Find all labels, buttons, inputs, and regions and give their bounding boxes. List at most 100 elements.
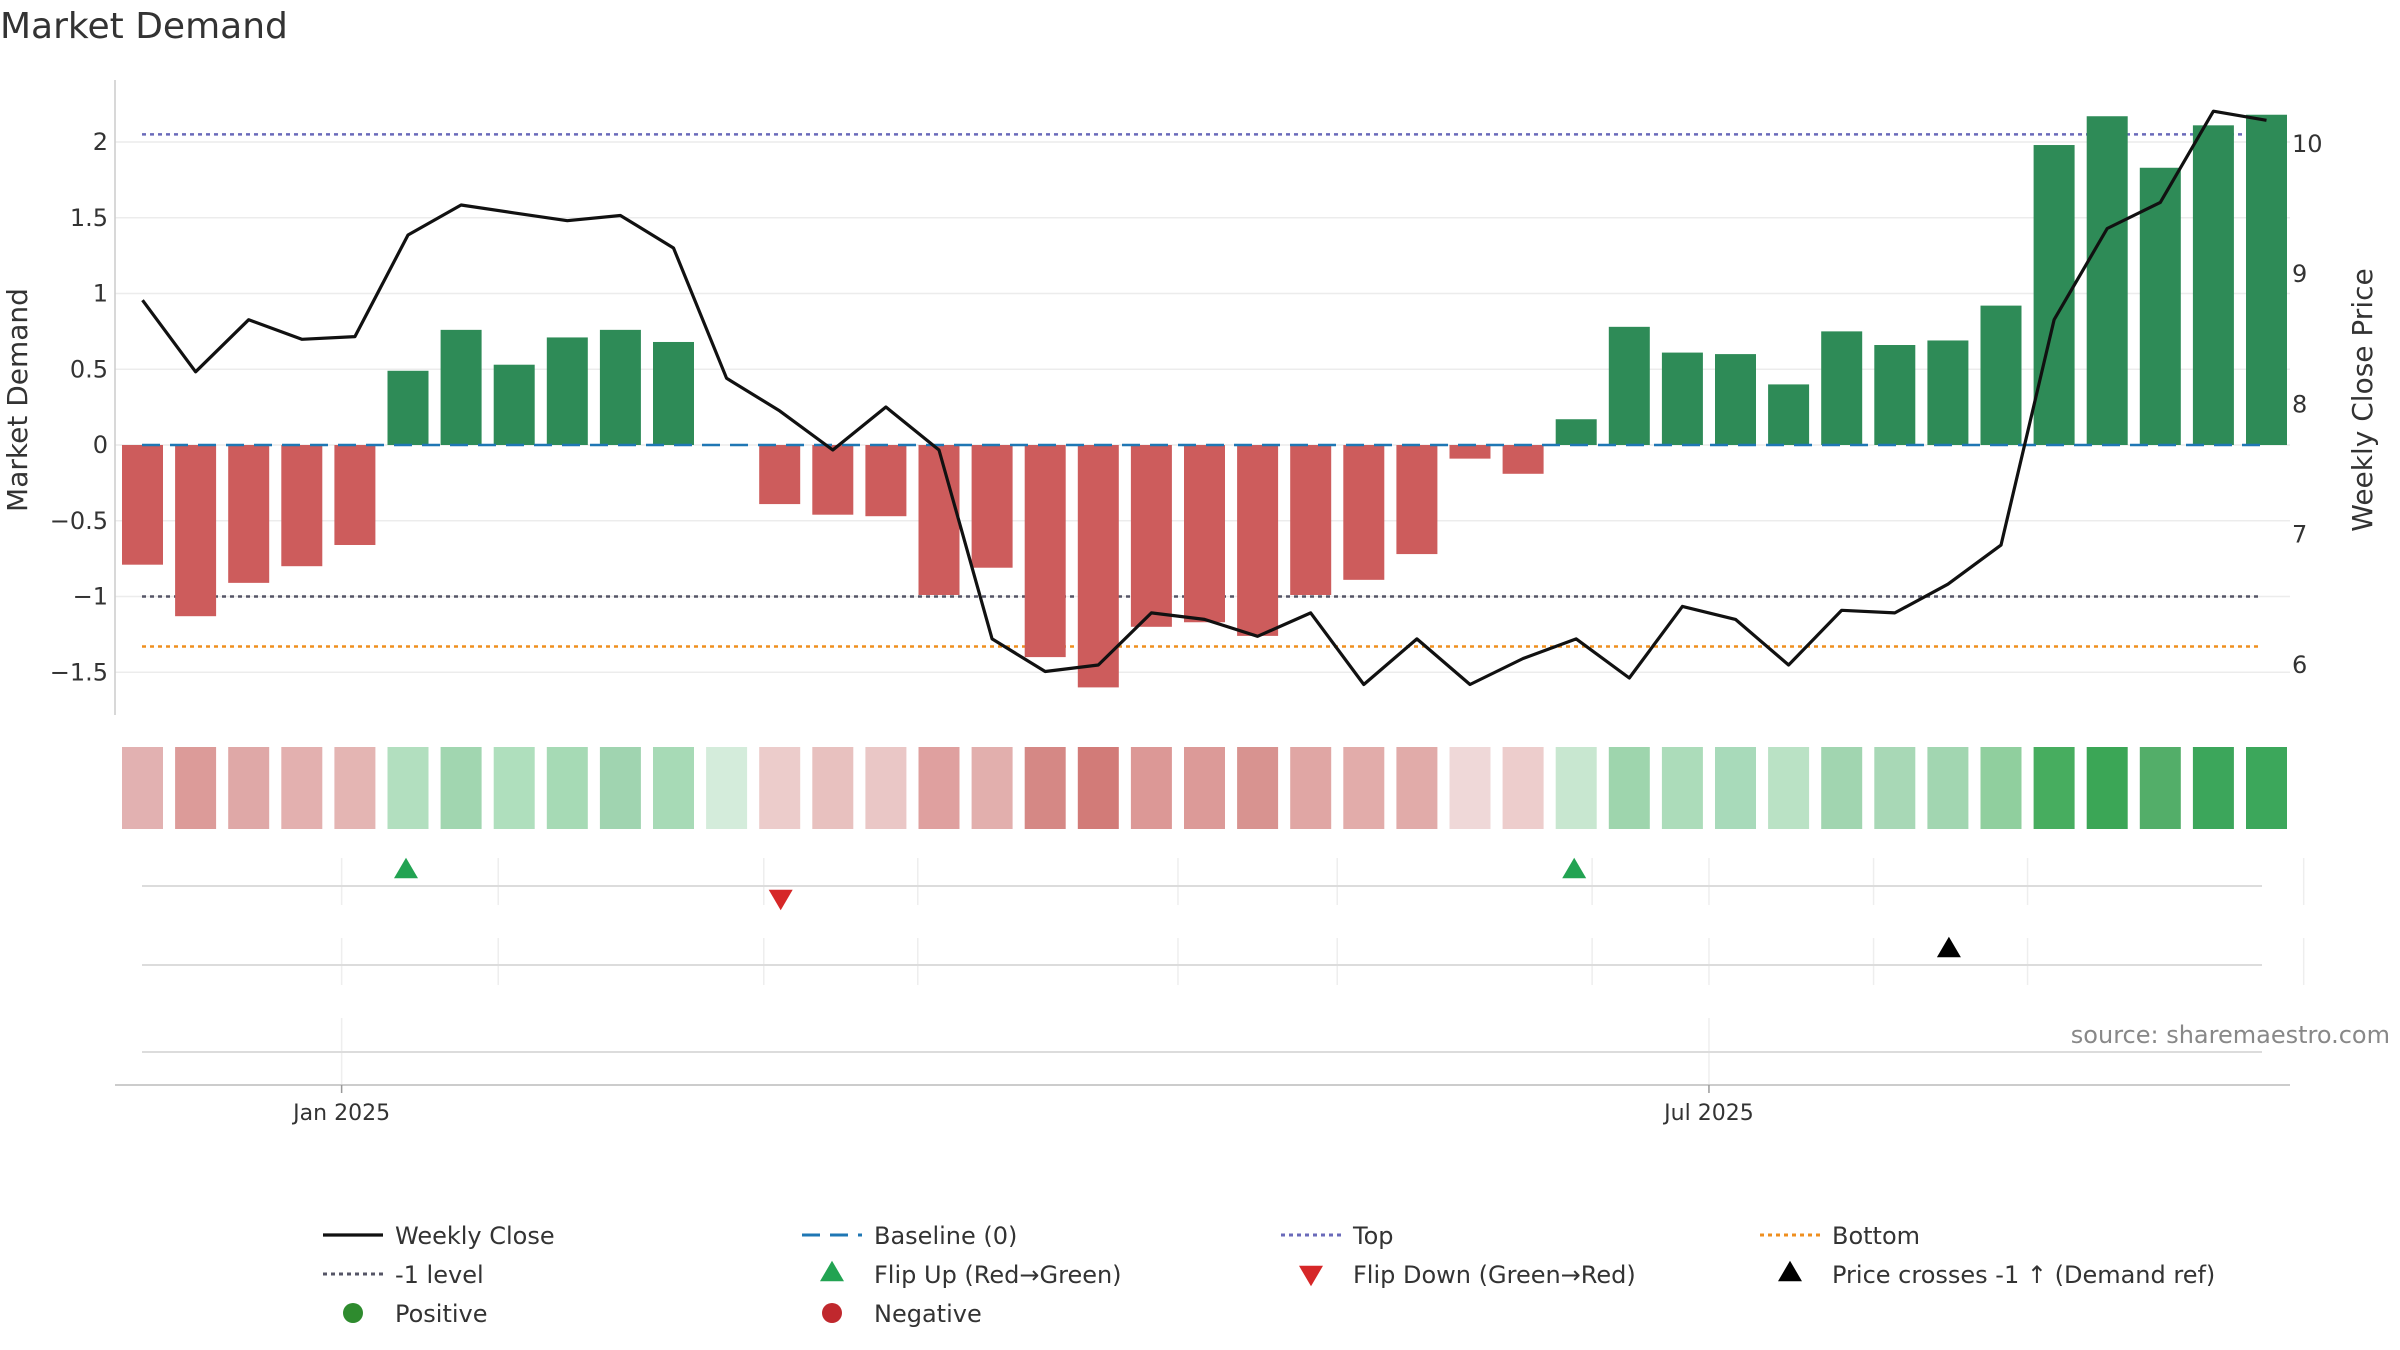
demand-bar xyxy=(1608,326,1650,445)
demand-bar xyxy=(1077,445,1119,688)
demand-bar xyxy=(493,364,535,445)
demand-bar xyxy=(1661,352,1703,445)
demand-bar xyxy=(334,445,376,545)
demand-heat-strip xyxy=(122,747,2287,829)
legend-label: Bottom xyxy=(1832,1222,1920,1250)
legend-item: Baseline (0) xyxy=(802,1222,1017,1250)
heat-cell xyxy=(706,747,748,829)
legend-label: Flip Down (Green→Red) xyxy=(1353,1261,1636,1289)
demand-bar xyxy=(546,337,588,445)
demand-bar xyxy=(122,445,163,565)
demand-bar xyxy=(1874,345,1916,445)
y2-tick-label: 7 xyxy=(2292,521,2307,549)
y-tick-label: 2 xyxy=(93,128,108,156)
demand-bar xyxy=(175,445,217,617)
axes: 2 1.5 1 0.5 0 −0.5 −1 −1.5 10 9 8 7 6 Market Demand We… xyxy=(1,80,2379,715)
demand-bar xyxy=(1821,331,1863,445)
flip-up-marker xyxy=(1562,857,1587,879)
heat-cell xyxy=(1077,747,1119,829)
demand-bar xyxy=(812,445,854,515)
heat-cell xyxy=(918,747,960,829)
heat-cell xyxy=(546,747,588,829)
price-cross-marker xyxy=(1936,936,1961,958)
demand-bar xyxy=(1290,445,1332,595)
legend-label: -1 level xyxy=(395,1261,484,1289)
demand-bar xyxy=(1555,419,1597,445)
y2-tick-label: 8 xyxy=(2292,390,2307,418)
demand-bar xyxy=(2086,116,2128,446)
demand-bar xyxy=(1130,445,1172,627)
y2-tick-label: 6 xyxy=(2292,651,2307,679)
y-tick-label: −1 xyxy=(73,583,108,611)
heat-cell xyxy=(1661,747,1703,829)
heat-cell xyxy=(1555,747,1597,829)
heat-cell xyxy=(971,747,1013,829)
heat-cell xyxy=(2033,747,2075,829)
legend-item: Positive xyxy=(343,1300,488,1328)
heat-cell xyxy=(175,747,217,829)
heat-cell xyxy=(599,747,641,829)
legend-label: Flip Up (Red→Green) xyxy=(874,1261,1122,1289)
legend-item: Bottom xyxy=(1760,1222,1920,1250)
demand-bar xyxy=(281,445,323,567)
heat-cell xyxy=(1980,747,2022,829)
y2-axis-label: Weekly Close Price xyxy=(2346,268,2379,531)
x-tick-label: Jan 2025 xyxy=(291,1101,390,1126)
y-axis-label: Market Demand xyxy=(1,288,34,512)
demand-bar xyxy=(971,445,1013,568)
heat-cell xyxy=(228,747,270,829)
legend-label: Price crosses -1 ↑ (Demand ref) xyxy=(1832,1261,2215,1289)
legend-label: Weekly Close xyxy=(395,1222,555,1250)
demand-bars xyxy=(122,114,2287,688)
legend-item: Price crosses -1 ↑ (Demand ref) xyxy=(1778,1260,2215,1289)
demand-bar xyxy=(2139,167,2181,445)
demand-bar xyxy=(599,329,641,445)
y-tick-label: 0 xyxy=(93,431,108,459)
y-tick-label: 0.5 xyxy=(70,355,108,383)
demand-bar xyxy=(2192,125,2234,446)
legend-item: -1 level xyxy=(323,1261,484,1289)
y-tick-label: 1 xyxy=(93,280,108,308)
y2-tick-label: 10 xyxy=(2292,130,2323,158)
weekly-close-series xyxy=(141,109,2267,687)
demand-bar xyxy=(387,370,429,445)
heat-cell xyxy=(440,747,482,829)
demand-bar xyxy=(759,445,801,505)
signal-marker-panels: Jan 2025 Jul 2025 xyxy=(115,857,2305,1126)
demand-bar xyxy=(1768,384,1810,445)
legend-item: Flip Down (Green→Red) xyxy=(1299,1261,1636,1289)
legend-label: Positive xyxy=(395,1300,488,1328)
heat-cell xyxy=(2192,747,2234,829)
heat-cell xyxy=(387,747,429,829)
demand-bar xyxy=(653,341,694,445)
y-tick-label: 1.5 xyxy=(70,204,108,232)
demand-bar xyxy=(2246,114,2287,445)
heat-cell xyxy=(1290,747,1332,829)
legend-label: Top xyxy=(1352,1222,1394,1250)
legend-swatch-dot xyxy=(822,1303,842,1323)
demand-bar xyxy=(918,445,960,595)
legend-item: Negative xyxy=(822,1300,982,1328)
demand-bar xyxy=(865,445,907,517)
demand-bar xyxy=(1502,445,1544,474)
y-tick-label: −1.5 xyxy=(50,658,108,686)
heat-cell xyxy=(1874,747,1916,829)
heat-cell xyxy=(1184,747,1225,829)
y-tick-label: −0.5 xyxy=(50,507,108,535)
heat-cell xyxy=(1927,747,1969,829)
heat-cell xyxy=(1449,747,1491,829)
demand-bar xyxy=(1927,340,1969,445)
legend-item: Weekly Close xyxy=(323,1222,555,1250)
legend-label: Baseline (0) xyxy=(874,1222,1017,1250)
demand-bar xyxy=(1024,445,1066,658)
heat-cell xyxy=(493,747,535,829)
legend-swatch-triangle-up xyxy=(1778,1260,1802,1282)
heat-cell xyxy=(2086,747,2128,829)
heat-cell xyxy=(759,747,801,829)
heat-cell xyxy=(1608,747,1650,829)
heat-cell xyxy=(1130,747,1172,829)
legend-swatch-triangle-down xyxy=(1299,1265,1323,1287)
heat-cell xyxy=(1343,747,1385,829)
legend-label: Negative xyxy=(874,1300,982,1328)
